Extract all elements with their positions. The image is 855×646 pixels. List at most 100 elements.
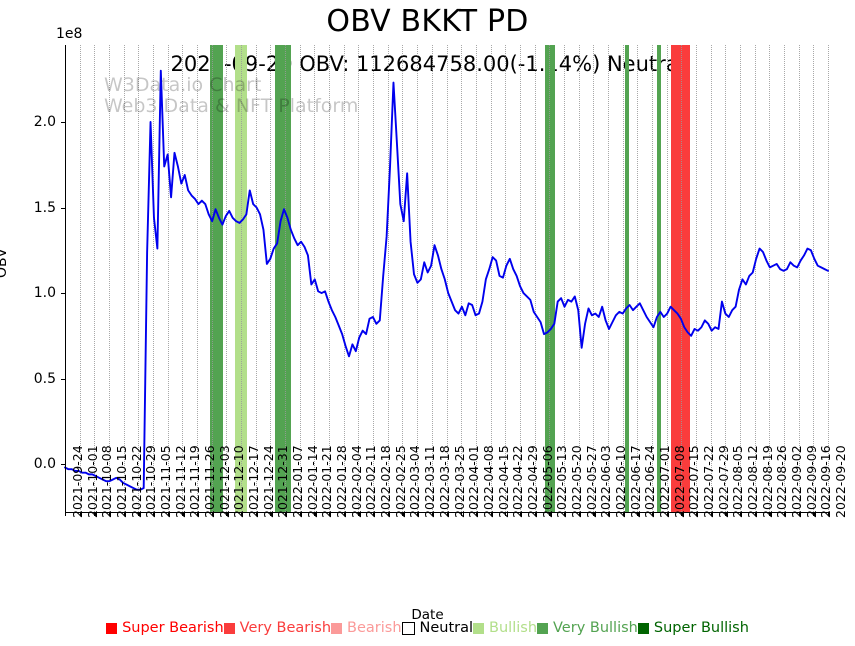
x-axis-tick [167,512,169,516]
gridline [343,45,345,512]
x-axis-tick-label: 2022-05-20 [568,445,584,518]
gridline [109,45,111,512]
x-axis-tick [65,512,67,516]
gridline [94,45,96,512]
x-axis-tick-label: 2022-08-05 [730,445,746,518]
obv-line-series [64,69,829,491]
legend-item[interactable]: Super Bearish [106,620,224,636]
legend-label: Very Bearish [239,620,332,636]
x-axis-tick-label: 2021-11-05 [158,445,174,518]
gridline [622,45,624,512]
legend-item[interactable]: Very Bearish [223,620,332,636]
legend-label: Super Bullish [653,620,749,636]
signal-band [234,45,248,512]
legend-swatch [223,622,235,634]
x-axis-tick [373,512,375,516]
y-axis-tick-label: 1.5 [33,199,56,216]
gridline [578,45,580,512]
x-axis-tick [769,512,771,516]
gridline [285,45,287,512]
legend-swatch [637,622,649,634]
x-axis-tick [461,512,463,516]
y-axis-tick-label: 1.0 [33,285,56,302]
legend-item[interactable]: Super Bullish [637,620,749,636]
x-axis-tick-label: 2022-04-22 [510,445,526,518]
gridline [461,45,463,512]
gridline [637,45,639,512]
x-axis-tick [549,512,551,516]
signal-legend: Super Bearish Very Bearish Bearish Neutral B… [0,620,855,636]
x-axis-tick-label: 2022-08-12 [744,445,760,518]
x-axis-tick [739,512,742,516]
gridline [211,45,213,512]
x-axis-tick [505,512,507,516]
x-axis-tick-label: 2021-12-31 [275,445,291,518]
x-axis-tick [285,512,287,516]
gridline [519,45,521,512]
legend-item[interactable]: Neutral [401,620,473,636]
gridline [153,45,155,512]
gridline [607,45,609,512]
gridline [754,45,756,512]
x-axis-tick-label: 2022-05-06 [539,445,555,518]
gridline [197,45,199,512]
gridline [226,45,228,512]
x-axis-tick [534,512,536,516]
gridline [138,45,140,512]
x-axis-tick [387,512,390,516]
watermark-line-2: Web3 Data & NFT Platform [104,95,359,117]
x-axis-tick-label: 2022-01-28 [334,445,350,518]
gridline [241,45,243,512]
legend-item[interactable]: Very Bullish [537,620,638,636]
x-axis-tick [607,512,610,516]
x-axis-tick [622,512,624,516]
x-axis-tick-label: 2022-03-18 [436,445,452,518]
legend-swatch [473,622,485,634]
gridline [739,45,741,512]
gridline [358,45,360,512]
gridline [79,45,81,512]
signal-band [274,45,291,512]
x-axis-tick-label: 2021-11-19 [187,445,203,518]
x-axis-tick-label: 2021-11-26 [202,445,218,518]
chart-title: OBV BKKT PD [326,4,529,39]
signal-band [624,45,629,512]
gridline [182,45,184,512]
x-axis-tick-label: 2022-02-04 [348,445,364,518]
x-axis-tick [241,512,243,516]
x-axis-tick-label: 2022-09-20 [833,445,848,518]
legend-item[interactable]: Bearish [331,620,402,636]
x-axis-tick [637,512,639,516]
x-axis-tick-label: 2022-04-29 [524,445,540,518]
legend-label: Very Bullish [553,620,638,636]
y-axis-exponent: 1e8 [56,26,83,42]
legend-item[interactable]: Bullish [473,620,537,636]
x-axis-tick-label: 2022-01-14 [304,445,320,518]
x-axis-tick-label: 2021-11-12 [172,445,188,518]
y-axis-tick [61,378,65,380]
x-axis-tick [651,512,654,516]
y-axis-tick [61,464,65,466]
x-axis-tick-label: 2022-09-09 [803,445,819,518]
x-axis-tick [563,512,566,516]
x-axis-tick-label: 2022-08-26 [774,445,790,518]
x-axis-tick-label: 2022-07-01 [656,445,672,518]
x-axis-tick-label: 2022-03-25 [451,445,467,518]
x-axis-tick [681,512,683,516]
x-axis-tick [490,512,492,516]
gridline [563,45,565,512]
x-axis-tick-label: 2021-10-22 [128,445,144,518]
x-axis-tick [197,512,199,516]
gridline [446,45,448,512]
x-axis-tick-label: 2021-12-10 [231,445,247,518]
gridline [475,45,477,512]
x-axis-tick-label: 2022-02-25 [392,445,408,518]
x-axis-tick-label: 2022-06-10 [612,445,628,518]
signal-band [670,45,690,512]
y-axis-tick [61,121,65,124]
x-axis-tick-label: 2021-12-03 [216,445,232,518]
x-axis-tick [153,512,155,516]
x-axis-tick-label: 2022-02-18 [378,445,394,518]
gridline [534,45,536,512]
